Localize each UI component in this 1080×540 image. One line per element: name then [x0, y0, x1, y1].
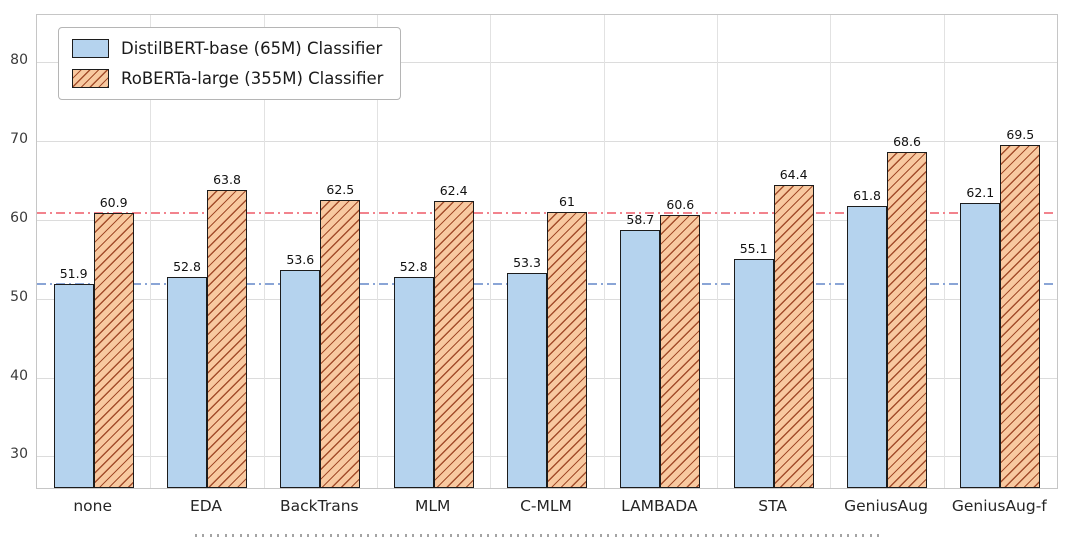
v-gridline — [490, 15, 492, 488]
y-axis-label: 30 — [10, 446, 28, 463]
bar-value-label: 61.8 — [853, 187, 881, 203]
v-gridline — [943, 15, 945, 488]
bar-value-label: 69.5 — [1006, 127, 1035, 143]
bar-roberta-STA — [773, 185, 814, 488]
h-gridline — [37, 62, 1057, 64]
bar-roberta-none — [93, 212, 134, 488]
v-gridline — [830, 15, 832, 488]
bar-roberta-LAMBADA — [660, 215, 701, 488]
bar-value-label: 64.4 — [779, 167, 808, 183]
bar-value-label: 55.1 — [739, 240, 768, 256]
x-axis-label-C-MLM: C-MLM — [520, 497, 572, 515]
bar-roberta-GeniusAug-f — [1000, 145, 1041, 488]
y-axis-label: 60 — [10, 209, 28, 226]
v-gridline — [603, 15, 605, 488]
bar-distilbert-GeniusAug-f — [960, 203, 1001, 488]
y-axis-label: 70 — [10, 131, 28, 148]
bar-distilbert-MLM — [393, 276, 434, 488]
bar-value-label: 62.4 — [439, 183, 468, 199]
x-axis-label-MLM: MLM — [414, 497, 451, 515]
legend-swatch-roberta — [72, 69, 109, 88]
legend-label-distilbert: DistilBERT-base (65M) Classifier — [121, 39, 383, 58]
x-axis-tick-labels: none EDA BackTrans MLM C-MLM LAMBADA STA Genius… — [0, 494, 1080, 520]
value-labels-layer: 51.9 60.9 52.8 63.8 53.6 62.5 52.8 62.4 53.3 61 58… — [37, 15, 1057, 488]
plot-area: 51.9 60.9 52.8 63.8 53.6 62.5 52.8 62.4 53.3 61 58… — [36, 14, 1058, 489]
bar-roberta-C-MLM — [547, 212, 587, 488]
bar-distilbert-LAMBADA — [620, 230, 661, 488]
legend-item-roberta: RoBERTa-large (355M) Classifier — [72, 69, 383, 88]
x-axis-label-EDA: EDA — [189, 497, 223, 515]
bar-roberta-EDA — [207, 190, 247, 488]
legend-swatch-distilbert — [72, 39, 109, 58]
bar-roberta-BackTrans — [320, 200, 361, 488]
y-axis-label: 40 — [10, 367, 28, 384]
bar-value-label: 53.6 — [286, 252, 315, 268]
bar-value-label: 62.1 — [966, 185, 995, 201]
bar-roberta-MLM — [433, 201, 474, 488]
bar-distilbert-BackTrans — [280, 270, 321, 488]
bars-layer — [37, 15, 1057, 488]
v-gridline — [263, 15, 265, 488]
bar-distilbert-EDA — [167, 276, 207, 488]
v-gridline — [150, 15, 152, 488]
cropped-caption-fragment — [195, 534, 885, 537]
bar-distilbert-C-MLM — [507, 272, 547, 488]
bar-distilbert-GeniusAug — [847, 205, 887, 488]
bar-value-label: 53.3 — [513, 254, 541, 270]
y-axis-label: 50 — [10, 288, 28, 305]
bar-value-label: 68.6 — [893, 134, 921, 150]
bar-value-label: 60.6 — [666, 197, 695, 213]
legend-label-roberta: RoBERTa-large (355M) Classifier — [121, 69, 384, 88]
x-axis-label-GeniusAug: GeniusAug — [844, 497, 928, 515]
legend-item-distilbert: DistilBERT-base (65M) Classifier — [72, 39, 383, 58]
v-gridline — [717, 15, 718, 488]
bar-value-label: 63.8 — [213, 172, 241, 187]
x-axis-label-none: none — [73, 497, 112, 515]
v-gridline — [377, 15, 378, 488]
bar-value-label: 52.8 — [173, 258, 201, 274]
bar-distilbert-STA — [733, 258, 774, 488]
x-axis-label-BackTrans: BackTrans — [280, 497, 359, 515]
bar-distilbert-none — [53, 283, 94, 488]
bar-value-label: 61 — [559, 194, 575, 210]
h-gridline — [37, 141, 1057, 143]
y-axis-label: 80 — [10, 52, 28, 69]
bar-value-label: 51.9 — [59, 265, 88, 281]
x-axis-label-GeniusAug-f: GeniusAug-f — [951, 497, 1047, 515]
bar-value-label: 58.7 — [626, 212, 655, 228]
x-axis-label-STA: STA — [758, 497, 788, 515]
y-axis-tick-labels: 30 40 50 60 70 80 — [0, 0, 32, 540]
legend: DistilBERT-base (65M) Classifier RoBERTa… — [58, 27, 402, 100]
bar-value-label: 62.5 — [326, 182, 355, 198]
x-axis-label-LAMBADA: LAMBADA — [621, 497, 698, 515]
bar-value-label: 52.8 — [399, 258, 428, 274]
bar-roberta-GeniusAug — [887, 152, 927, 488]
bar-value-label: 60.9 — [99, 194, 128, 210]
